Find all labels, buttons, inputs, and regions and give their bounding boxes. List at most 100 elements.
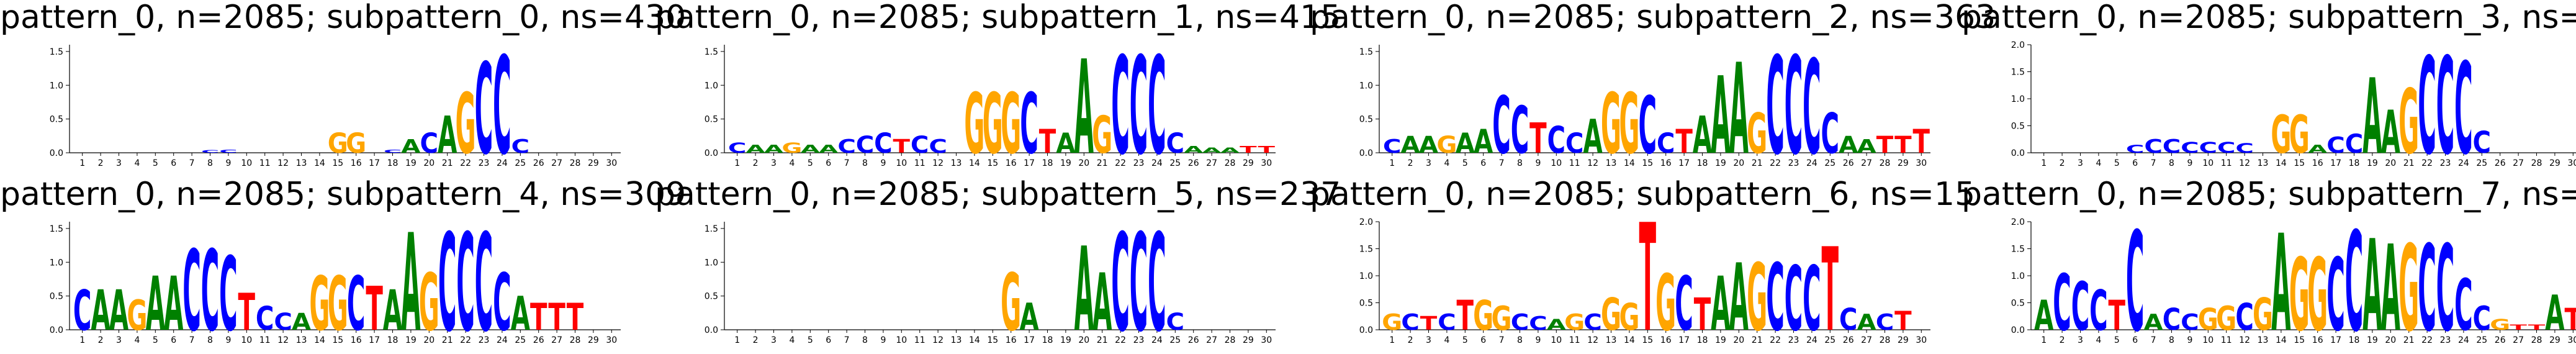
- x-tick-label: 19: [2367, 335, 2378, 345]
- base-letter-G: G: [456, 76, 476, 173]
- x-tick-label: 15: [1642, 335, 1653, 345]
- panel-title: pattern_0, n=2085; subpattern_6, ns=15: [1310, 176, 1976, 213]
- base-letter-C: C: [2436, 220, 2455, 354]
- base-letter-G: G: [2289, 237, 2310, 353]
- base-letter-A: A: [1220, 146, 1240, 155]
- base-letter-C: C: [2217, 139, 2236, 157]
- base-letter-T: T: [1240, 145, 1257, 155]
- x-tick-label: 8: [862, 158, 868, 168]
- base-letter-A: A: [1711, 261, 1730, 347]
- base-letter-T: T: [238, 283, 256, 342]
- x-tick-label: 12: [277, 335, 289, 345]
- base-letter-A: A: [383, 279, 402, 343]
- x-tick-label: 25: [2476, 335, 2487, 345]
- sequence-logo-chart: 0.00.51.01.52.01 2 3 4 5 6 7 8 9 10 11 12 13 14 15 16 17…: [2011, 30, 2576, 184]
- x-tick-label: 27: [1861, 158, 1872, 168]
- base-letter-C: C: [1383, 136, 1402, 157]
- base-letter-C: C: [1876, 309, 1894, 335]
- base-letter-C: C: [475, 206, 493, 354]
- base-letter-A: A: [746, 143, 765, 156]
- base-letter-A: A: [2545, 285, 2564, 341]
- base-letter-G: G: [1747, 244, 1767, 352]
- x-tick-label: 2: [2060, 158, 2065, 168]
- base-letter-C: C: [1111, 206, 1130, 354]
- base-letter-A: A: [1857, 136, 1876, 157]
- base-letter-A: A: [1474, 123, 1493, 160]
- x-tick-label: 13: [296, 158, 307, 168]
- base-letter-A: A: [164, 261, 183, 347]
- base-letter-C: C: [1657, 127, 1675, 160]
- x-tick-label: 22: [1770, 158, 1781, 168]
- x-tick-label: 2: [1408, 335, 1413, 345]
- base-letter-C: C: [1492, 81, 1511, 172]
- sequence-logo-chart: 0.00.51.01.51 2 3 4 5 6 7 8 9 10 11 12 13 14 15 16 17 18 1…: [705, 206, 1276, 354]
- y-tick-label: 0.0: [1359, 325, 1373, 335]
- y-tick-label: 1.0: [705, 81, 718, 91]
- x-tick-label: 16: [1660, 335, 1672, 345]
- x-tick-label: 15: [2294, 335, 2305, 345]
- x-tick-label: 1: [2041, 158, 2047, 168]
- base-letter-C: C: [438, 206, 457, 354]
- base-letter-C: C: [2163, 303, 2181, 337]
- base-letter-T: T: [1420, 313, 1438, 334]
- y-tick-label: 1.0: [1359, 81, 1373, 91]
- x-tick-label: 27: [2513, 158, 2524, 168]
- x-tick-label: 28: [570, 335, 581, 345]
- x-tick-label: 29: [1898, 158, 1909, 168]
- x-tick-label: 14: [314, 335, 325, 345]
- base-letter-C: C: [2326, 132, 2345, 158]
- y-tick-label: 1.0: [50, 81, 63, 91]
- base-letter-G: G: [964, 76, 984, 173]
- x-tick-label: 14: [2276, 335, 2287, 345]
- x-tick-label: 29: [1898, 335, 1909, 345]
- x-tick-label: 22: [2421, 158, 2433, 168]
- x-tick-label: 24: [1151, 335, 1163, 345]
- base-letter-C: C: [2436, 30, 2455, 185]
- x-tick-label: 26: [2495, 158, 2506, 168]
- base-letter-A: A: [1074, 222, 1094, 354]
- base-letter-T: T: [1876, 132, 1894, 158]
- y-tick-label: 1.5: [2011, 68, 2025, 78]
- x-tick-label: 13: [1606, 158, 1617, 168]
- panel-title: pattern_0, n=2085; subpattern_4, ns=309: [0, 176, 687, 213]
- x-tick-label: 10: [2202, 335, 2213, 345]
- base-letter-A: A: [764, 143, 783, 156]
- base-letter-G: G: [1601, 288, 1621, 340]
- base-letter-A: A: [1839, 132, 1858, 158]
- y-tick-label: 1.0: [50, 258, 63, 268]
- base-letter-C: C: [2418, 30, 2436, 185]
- x-tick-label: 28: [2531, 158, 2542, 168]
- x-tick-label: 25: [2476, 158, 2487, 168]
- y-tick-label: 1.0: [705, 258, 718, 268]
- x-tick-label: 7: [189, 158, 195, 168]
- x-tick-label: 6: [2132, 158, 2138, 168]
- x-tick-label: 17: [369, 158, 380, 168]
- base-letter-A: A: [109, 279, 128, 343]
- base-letter-C: C: [929, 136, 947, 157]
- base-letter-C: C: [1511, 309, 1529, 335]
- base-letter-T: T: [1894, 132, 1912, 158]
- x-tick-label: 18: [387, 158, 399, 168]
- base-letter-A: A: [1019, 296, 1039, 338]
- base-letter-A: A: [2308, 143, 2327, 156]
- x-tick-label: 20: [1733, 158, 1744, 168]
- logo-panel-2: pattern_0, n=2085; subpattern_2, ns=363 …: [1310, 0, 1996, 184]
- x-tick-label: 22: [1115, 335, 1126, 345]
- x-tick-label: 8: [2169, 335, 2174, 345]
- x-tick-label: 1: [1389, 335, 1395, 345]
- y-tick-label: 1.0: [2011, 271, 2025, 281]
- x-tick-label: 16: [1006, 335, 1017, 345]
- x-tick-label: 2: [98, 158, 104, 168]
- x-tick-label: 11: [914, 335, 925, 345]
- base-letter-A: A: [1401, 132, 1420, 158]
- x-tick-label: 8: [1517, 158, 1523, 168]
- x-tick-label: 12: [1587, 335, 1598, 345]
- x-tick-label: 8: [862, 335, 868, 345]
- base-letter-G: G: [346, 127, 366, 160]
- x-tick-label: 9: [1535, 158, 1541, 168]
- x-tick-label: 27: [1206, 335, 1217, 345]
- base-letter-C: C: [219, 236, 238, 354]
- x-tick-label: 28: [2531, 335, 2542, 345]
- base-letter-G: G: [2271, 106, 2291, 166]
- base-letter-G: G: [2398, 220, 2419, 354]
